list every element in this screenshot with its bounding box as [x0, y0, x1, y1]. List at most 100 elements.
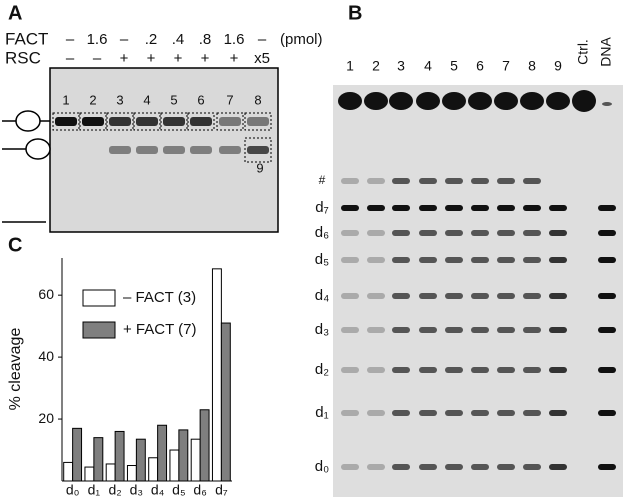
- condition-label: +: [120, 50, 129, 67]
- condition-label: –: [120, 31, 129, 48]
- band: [419, 230, 437, 236]
- band: [416, 92, 440, 110]
- lane-label: 8: [254, 92, 261, 107]
- band: [497, 293, 515, 299]
- band: [341, 367, 359, 373]
- condition-label: –: [93, 50, 102, 67]
- nucleosome-icon: [25, 138, 51, 160]
- lane-label: 5: [450, 58, 458, 74]
- band: [445, 464, 463, 470]
- bar: [72, 427, 83, 482]
- x-tick-label: d₁: [88, 482, 101, 497]
- lane-label: 2: [372, 58, 380, 74]
- lane-label: 1: [62, 92, 69, 107]
- band: [55, 117, 77, 126]
- band-label: d₅: [315, 251, 329, 268]
- band-label: d₄: [315, 287, 329, 304]
- band: [367, 257, 385, 263]
- lane-label: 7: [502, 58, 510, 74]
- band: [392, 293, 410, 299]
- condition-label: .2: [145, 31, 158, 48]
- row-label: FACT: [5, 29, 48, 48]
- band: [497, 178, 515, 184]
- lane-box: [160, 112, 188, 131]
- bar: [63, 461, 74, 482]
- band-label: d₀: [315, 458, 330, 475]
- legend-swatch: [82, 289, 116, 307]
- band: [136, 117, 158, 126]
- row-label: RSC: [5, 48, 41, 67]
- band-label: d₁: [315, 404, 328, 421]
- band: [163, 146, 185, 154]
- nucleosome-icon: [15, 110, 41, 132]
- condition-label: .8: [199, 31, 212, 48]
- band: [598, 257, 616, 263]
- band: [445, 410, 463, 416]
- bar: [220, 322, 231, 482]
- band: [523, 205, 541, 211]
- band: [598, 410, 616, 416]
- band: [497, 257, 515, 263]
- band: [445, 257, 463, 263]
- x-tick-label: d₀: [66, 482, 80, 497]
- lane-box: [187, 112, 215, 131]
- band: [367, 230, 385, 236]
- band: [82, 117, 104, 126]
- band: [190, 117, 212, 126]
- bar: [93, 437, 104, 482]
- band: [523, 178, 541, 184]
- band: [598, 327, 616, 333]
- band: [247, 146, 269, 154]
- band: [392, 367, 410, 373]
- lane-label: 3: [116, 92, 123, 107]
- lane-box: [133, 112, 161, 131]
- x-tick-label: d₇: [215, 482, 228, 497]
- band: [471, 257, 489, 263]
- band: [497, 327, 515, 333]
- band: [445, 178, 463, 184]
- panel-label: C: [8, 234, 22, 256]
- band: [523, 293, 541, 299]
- bar: [199, 409, 210, 482]
- panel-label: B: [348, 2, 362, 24]
- band: [549, 230, 567, 236]
- band: [471, 293, 489, 299]
- band: [523, 367, 541, 373]
- band: [190, 146, 212, 154]
- band: [367, 367, 385, 373]
- condition-label: 1.6: [224, 31, 245, 48]
- band: [367, 205, 385, 211]
- band: [367, 327, 385, 333]
- band: [109, 146, 131, 154]
- band: [546, 92, 570, 110]
- y-tick-label: 20: [38, 410, 54, 426]
- band: [572, 90, 596, 112]
- band: [389, 92, 413, 110]
- band: [598, 230, 616, 236]
- band: [219, 117, 241, 126]
- band: [598, 464, 616, 470]
- condition-label: +: [174, 50, 183, 67]
- lane-label: 9: [554, 58, 562, 74]
- lane-label: 6: [197, 92, 204, 107]
- condition-label: 1.6: [87, 31, 108, 48]
- band: [341, 230, 359, 236]
- lane-label: 1: [346, 58, 354, 74]
- band: [364, 92, 388, 110]
- band: [341, 257, 359, 263]
- band: [549, 327, 567, 333]
- lane-label: 2: [89, 92, 96, 107]
- band: [419, 410, 437, 416]
- band: [419, 464, 437, 470]
- bar: [126, 465, 137, 482]
- band: [445, 327, 463, 333]
- band: [341, 293, 359, 299]
- band: [497, 205, 515, 211]
- band: [341, 205, 359, 211]
- band: [392, 257, 410, 263]
- x-tick-label: d₂: [109, 482, 122, 497]
- band-label: d₇: [315, 199, 329, 216]
- band: [109, 117, 131, 126]
- band: [341, 464, 359, 470]
